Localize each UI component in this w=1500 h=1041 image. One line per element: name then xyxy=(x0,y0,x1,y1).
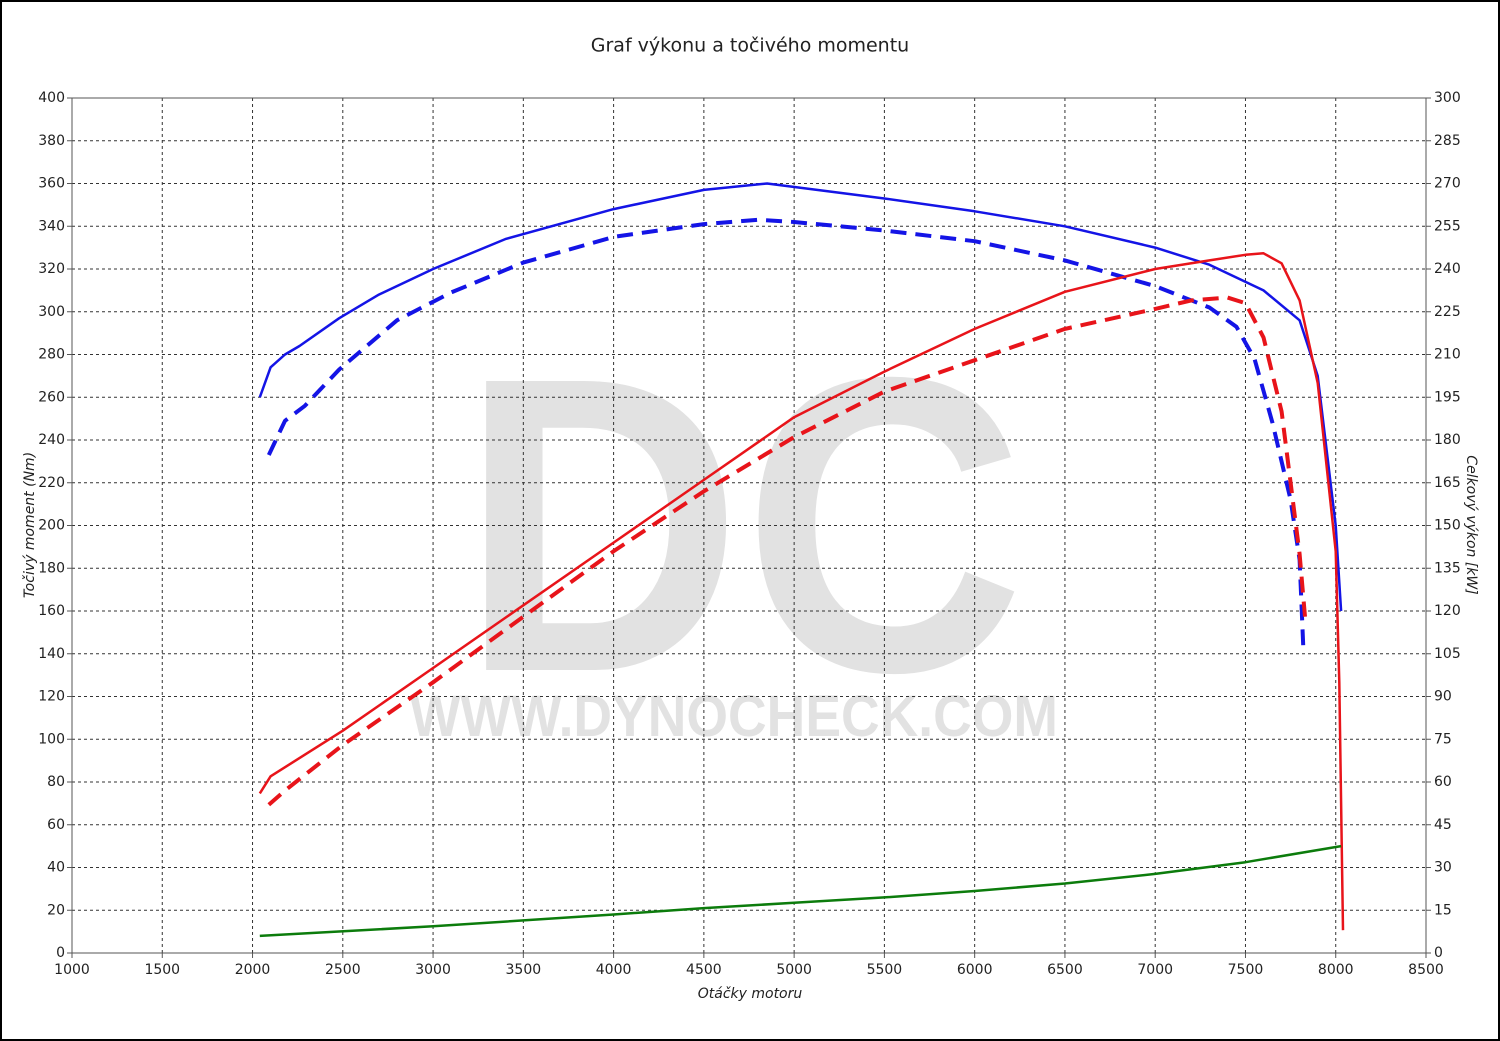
y-tick-label: 340 xyxy=(38,218,65,234)
y-tick-label: 400 xyxy=(38,90,65,106)
x-tick-label: 3000 xyxy=(415,962,451,978)
x-tick-label: 8000 xyxy=(1318,962,1354,978)
y2-tick-label: 225 xyxy=(1434,304,1461,320)
x-tick-label: 3500 xyxy=(506,962,542,978)
x-tick-label: 5500 xyxy=(867,962,903,978)
y-tick-label: 220 xyxy=(38,475,65,491)
y2-tick-label: 270 xyxy=(1434,176,1461,192)
y-tick-label: 60 xyxy=(47,817,65,833)
y2-tick-label: 180 xyxy=(1434,432,1461,448)
y2-tick-label: 75 xyxy=(1434,731,1452,747)
x-tick-label: 8500 xyxy=(1408,962,1444,978)
x-tick-label: 5000 xyxy=(776,962,812,978)
x-tick-label: 1000 xyxy=(54,962,90,978)
y-tick-label: 360 xyxy=(38,176,65,192)
plot-border xyxy=(71,97,1427,954)
y-tick-label: 260 xyxy=(38,389,65,405)
y2-tick-label: 60 xyxy=(1434,774,1452,790)
data-line xyxy=(258,252,1345,931)
y2-tick-label: 210 xyxy=(1434,347,1461,363)
y2-tick-label: 15 xyxy=(1434,902,1452,918)
y2-tick-label: 135 xyxy=(1434,560,1461,576)
x-tick-label: 6000 xyxy=(957,962,993,978)
data-line xyxy=(266,217,1306,646)
y2-tick-label: 195 xyxy=(1434,389,1461,405)
y-tick-label: 200 xyxy=(38,518,65,534)
y-tick-label: 380 xyxy=(38,133,65,149)
y2-tick-label: 45 xyxy=(1434,817,1452,833)
data-line xyxy=(258,182,1343,612)
x-tick-label: 4500 xyxy=(686,962,722,978)
y-tick-label: 80 xyxy=(47,774,65,790)
watermark-url: WWW.DYNOCHECK.COM xyxy=(410,684,1058,749)
x-tick-label: 6500 xyxy=(1047,962,1083,978)
x-tick-label: 7500 xyxy=(1228,962,1264,978)
x-tick-label: 2500 xyxy=(325,962,361,978)
chart-title: Graf výkonu a točivého momentu xyxy=(591,35,909,57)
y-tick-label: 240 xyxy=(38,432,65,448)
y-tick-label: 320 xyxy=(38,261,65,277)
data-line xyxy=(267,295,1307,807)
y-tick-label: 0 xyxy=(56,945,65,961)
y-tick-label: 100 xyxy=(38,731,65,747)
data-line xyxy=(259,844,1342,938)
y2-tick-label: 285 xyxy=(1434,133,1461,149)
y-tick-label: 300 xyxy=(38,304,65,320)
y-tick-label: 120 xyxy=(38,689,65,705)
y-tick-label: 140 xyxy=(38,646,65,662)
y-tick-label: 20 xyxy=(47,902,65,918)
x-tick-label: 4000 xyxy=(596,962,632,978)
y2-tick-label: 150 xyxy=(1434,518,1461,534)
y2-tick-label: 30 xyxy=(1434,860,1452,876)
y-axis-label: Točivý moment (Nm) xyxy=(22,452,38,598)
y2-axis-label: Celkový výkon [kW] xyxy=(1463,455,1479,594)
y2-tick-label: 300 xyxy=(1434,90,1461,106)
y2-tick-label: 120 xyxy=(1434,603,1461,619)
y2-tick-label: 165 xyxy=(1434,475,1461,491)
x-tick-label: 7000 xyxy=(1137,962,1173,978)
x-tick-label: 2000 xyxy=(235,962,271,978)
y-tick-label: 40 xyxy=(47,860,65,876)
y-tick-label: 160 xyxy=(38,603,65,619)
y2-tick-label: 255 xyxy=(1434,218,1461,234)
y2-tick-label: 90 xyxy=(1434,689,1452,705)
y2-tick-label: 240 xyxy=(1434,261,1461,277)
y-tick-label: 180 xyxy=(38,560,65,576)
y-tick-label: 280 xyxy=(38,347,65,363)
x-axis-label: Otáčky motoru xyxy=(698,986,803,1002)
x-tick-label: 1500 xyxy=(144,962,180,978)
y2-tick-label: 105 xyxy=(1434,646,1461,662)
y2-tick-label: 0 xyxy=(1434,945,1443,961)
